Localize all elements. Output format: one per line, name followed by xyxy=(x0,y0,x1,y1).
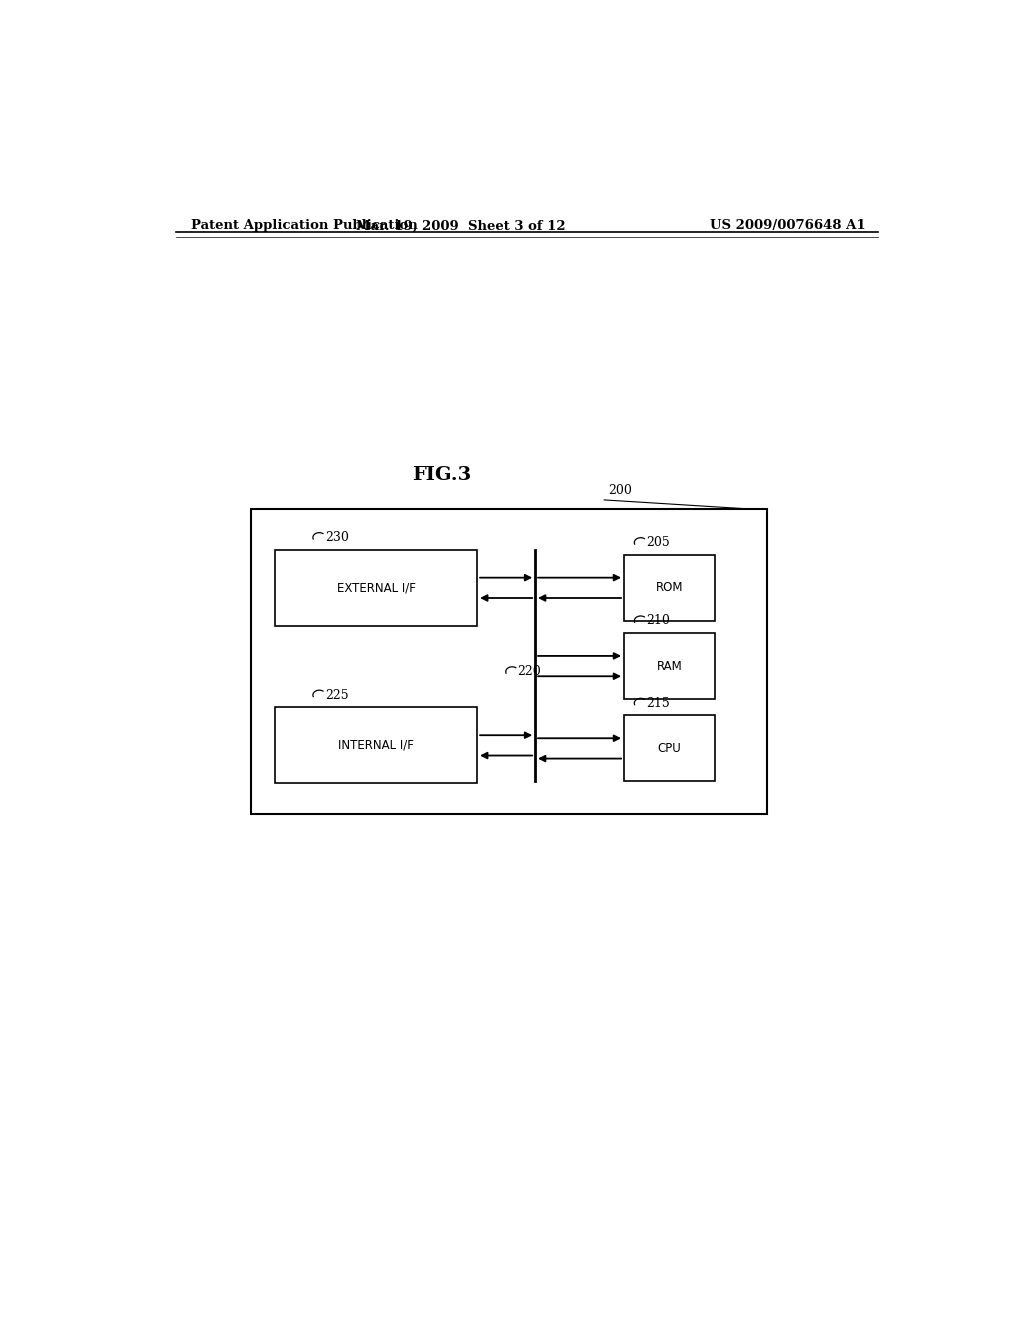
Text: ROM: ROM xyxy=(656,581,683,594)
Text: US 2009/0076648 A1: US 2009/0076648 A1 xyxy=(711,219,866,232)
Text: 215: 215 xyxy=(646,697,670,710)
Bar xyxy=(624,634,715,700)
Bar xyxy=(251,510,767,814)
Bar xyxy=(274,708,477,784)
Text: 230: 230 xyxy=(325,531,349,544)
Text: CPU: CPU xyxy=(657,742,682,755)
Text: 220: 220 xyxy=(518,665,542,678)
Text: 205: 205 xyxy=(646,536,670,549)
Text: 210: 210 xyxy=(646,614,670,627)
Bar xyxy=(274,549,477,626)
Text: RAM: RAM xyxy=(656,660,683,673)
Bar xyxy=(624,554,715,620)
Text: 200: 200 xyxy=(608,484,632,496)
Text: Mar. 19, 2009  Sheet 3 of 12: Mar. 19, 2009 Sheet 3 of 12 xyxy=(356,219,566,232)
Bar xyxy=(624,715,715,781)
Text: EXTERNAL I/F: EXTERNAL I/F xyxy=(337,581,416,594)
Text: FIG.3: FIG.3 xyxy=(412,466,471,483)
Text: INTERNAL I/F: INTERNAL I/F xyxy=(338,739,414,752)
Text: 225: 225 xyxy=(325,689,348,701)
Text: Patent Application Publication: Patent Application Publication xyxy=(191,219,418,232)
